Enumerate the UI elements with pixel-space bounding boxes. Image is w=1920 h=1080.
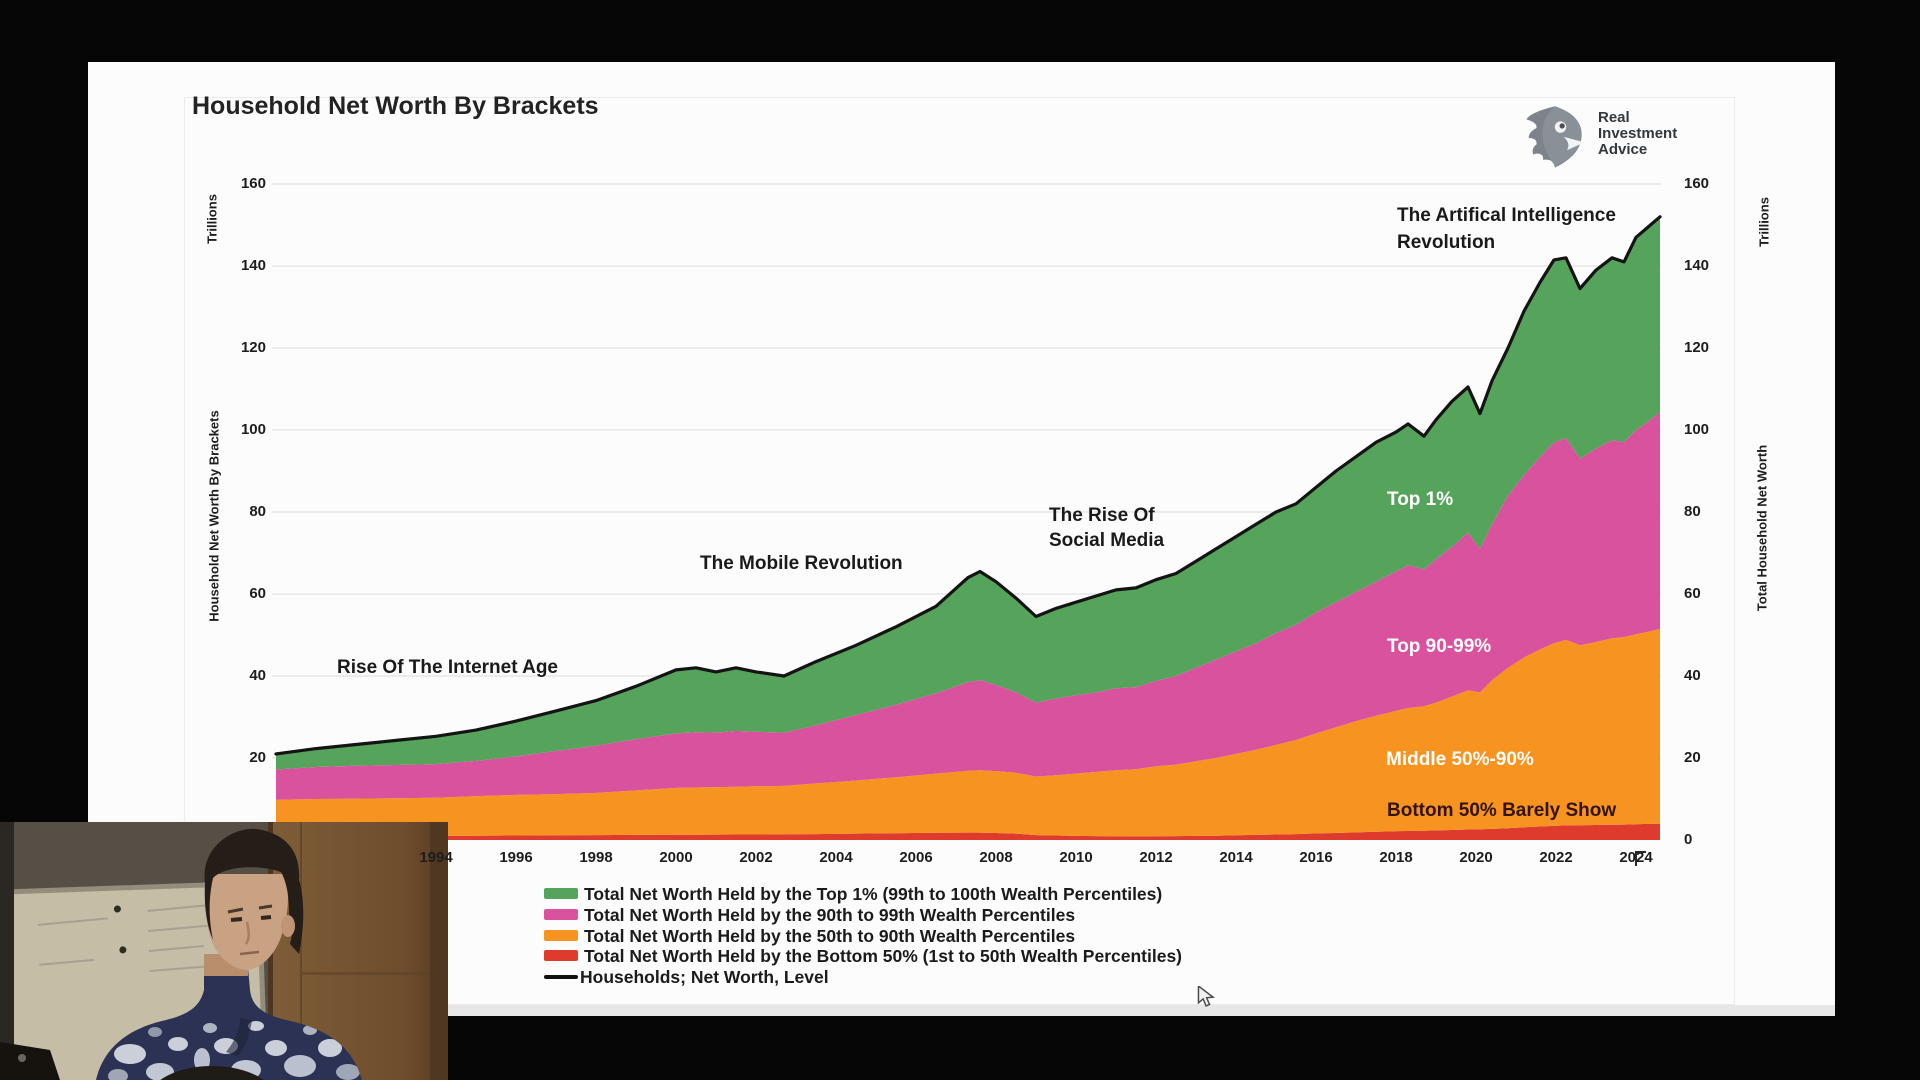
legend-item-4: Households; Net Worth, Level [544, 967, 1182, 988]
legend-label: Total Net Worth Held by the 50th to 90th… [584, 925, 1076, 946]
left-axis-unit-label: Trillions [204, 194, 220, 244]
left-tick-40: 40 [249, 667, 266, 684]
band-label-top90-99: Top 90-99% [1387, 636, 1492, 657]
annotation-social-media-line1: The Rise Of [1049, 505, 1155, 526]
area-top1 [276, 216, 1660, 770]
area-next9 [276, 411, 1660, 800]
legend-label: Total Net Worth Held by the Bottom 50% (… [584, 946, 1182, 967]
card-bottom-strip [88, 1005, 1835, 1016]
legend-color-swatch [544, 929, 578, 941]
falcon-icon [1526, 106, 1585, 168]
total-net-worth-line [274, 215, 1662, 756]
legend-color-swatch [544, 908, 578, 920]
chart-legend: Total Net Worth Held by the Top 1% (99th… [544, 884, 1182, 988]
legend-item-1: Total Net Worth Held by the 90th to 99th… [544, 905, 1182, 926]
annotation-internet-age: Rise Of The Internet Age [337, 657, 558, 678]
right-axis-unit-label: Trillions [1756, 197, 1772, 247]
x-tick-1996: 1996 [499, 849, 533, 866]
band-label-top1: Top 1% [1387, 489, 1454, 510]
x-tick-2014: 2014 [1219, 849, 1253, 866]
legend-color-swatch [544, 888, 578, 899]
x-tick-1994: 1994 [419, 849, 453, 866]
legend-label: Total Net Worth Held by the Top 1% (99th… [584, 884, 1163, 904]
legend-item-0: Total Net Worth Held by the Top 1% (99th… [544, 884, 1182, 905]
desk-object [0, 1042, 60, 1080]
presenter [96, 828, 362, 1080]
brand-line2: Investment [1598, 125, 1678, 142]
x-tick-2006: 2006 [899, 849, 933, 866]
brand-line1: Real [1598, 109, 1630, 126]
x-tick-2012: 2012 [1139, 849, 1173, 866]
brand-wordmark: Real Investment Advice [1598, 110, 1677, 158]
right-tick-80: 80 [1684, 503, 1701, 520]
legend-color-swatch [544, 950, 578, 962]
right-tick-160: 160 [1684, 175, 1710, 192]
presenter-face [205, 874, 289, 970]
legend-label: Households; Net Worth, Level [580, 967, 829, 988]
x-tick-2008: 2008 [979, 849, 1013, 866]
annotation-ai-revolution-line2: Revolution [1397, 232, 1496, 253]
presenter-brows [227, 904, 273, 914]
annotation-mobile-revolution: The Mobile Revolution [700, 553, 903, 574]
webcam-left-edge [0, 822, 14, 1080]
x-tick-2010: 2010 [1059, 849, 1093, 866]
x-tick-2024: 2024 [1619, 849, 1653, 866]
area-mid40 [276, 628, 1660, 837]
presenter-hair [204, 828, 300, 940]
presenter-eyes [230, 915, 272, 922]
annotation-social-media-line2: Social Media [1049, 530, 1165, 551]
x-tick-2002: 2002 [739, 849, 773, 866]
right-axis-title: Total Household Net Worth [1754, 444, 1770, 612]
x-tick-2022: 2022 [1539, 849, 1573, 866]
presenter-shirt [96, 968, 362, 1080]
right-tick-60: 60 [1684, 585, 1701, 602]
band-label-middle: Middle 50%-90% [1386, 749, 1534, 770]
legend-item-2: Total Net Worth Held by the 50th to 90th… [544, 926, 1182, 947]
x-tick-2000: 2000 [659, 849, 693, 866]
cursor-artifact [1635, 851, 1646, 866]
legend-item-3: Total Net Worth Held by the Bottom 50% (… [544, 946, 1182, 967]
legend-label: Total Net Worth Held by the 90th to 99th… [584, 904, 1076, 925]
right-tick-0: 0 [1684, 831, 1693, 848]
left-tick-120: 120 [240, 339, 266, 356]
x-tick-2020: 2020 [1459, 849, 1493, 866]
x-tick-2018: 2018 [1379, 849, 1413, 866]
left-axis-title: Household Net Worth By Brackets [206, 410, 222, 622]
chart-title: Household Net Worth By Brackets [192, 92, 599, 120]
right-tick-140: 140 [1684, 257, 1710, 274]
annotation-social-media: The Rise Of Social Media [1049, 503, 1164, 553]
presenter-mouth [239, 950, 260, 956]
webcam-scene [0, 822, 448, 1080]
left-tick-80: 80 [249, 503, 266, 520]
x-tick-2004: 2004 [819, 849, 853, 866]
legend-line-swatch [544, 975, 578, 980]
area-bottom50 [276, 823, 1660, 840]
band-label-bottom50: Bottom 50% Barely Show [1387, 800, 1617, 821]
presenter-ear [281, 915, 295, 937]
left-tick-60: 60 [249, 585, 266, 602]
left-tick-140: 140 [240, 257, 266, 274]
left-tick-100: 100 [240, 421, 266, 438]
right-tick-40: 40 [1684, 667, 1701, 684]
annotation-ai-revolution-line1: The Artifical Intelligence [1397, 205, 1616, 226]
x-tick-2016: 2016 [1299, 849, 1333, 866]
presenter-webcam [0, 822, 448, 1080]
left-tick-160: 160 [240, 175, 266, 192]
right-tick-20: 20 [1684, 749, 1701, 766]
brand-line3: Advice [1598, 141, 1648, 158]
left-tick-20: 20 [249, 749, 266, 766]
chair-back [160, 1066, 264, 1080]
annotation-ai-revolution: The Artifical Intelligence Revolution [1397, 202, 1616, 256]
right-tick-100: 100 [1684, 421, 1710, 438]
x-tick-1998: 1998 [579, 849, 613, 866]
mouse-cursor [1197, 986, 1216, 1007]
right-tick-120: 120 [1684, 339, 1710, 356]
